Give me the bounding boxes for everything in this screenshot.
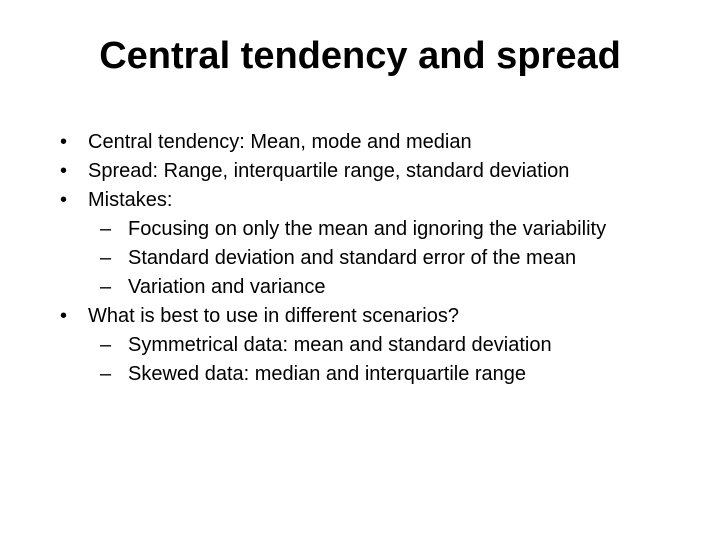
bullet-text: What is best to use in different scenari…: [88, 302, 670, 331]
bullet-dot-icon: •: [60, 302, 88, 331]
bullet-item: • What is best to use in different scena…: [50, 302, 670, 331]
bullet-dash-icon: –: [100, 215, 128, 244]
bullet-dot-icon: •: [60, 186, 88, 215]
sub-bullet-item: – Variation and variance: [50, 273, 670, 302]
bullet-text: Skewed data: median and interquartile ra…: [128, 360, 670, 389]
bullet-dash-icon: –: [100, 273, 128, 302]
sub-bullet-item: – Skewed data: median and interquartile …: [50, 360, 670, 389]
sub-bullet-item: – Symmetrical data: mean and standard de…: [50, 331, 670, 360]
bullet-dot-icon: •: [60, 128, 88, 157]
bullet-text: Standard deviation and standard error of…: [128, 244, 670, 273]
bullet-text: Symmetrical data: mean and standard devi…: [128, 331, 670, 360]
slide-content: • Central tendency: Mean, mode and media…: [50, 128, 670, 389]
bullet-item: • Spread: Range, interquartile range, st…: [50, 157, 670, 186]
sub-bullet-item: – Focusing on only the mean and ignoring…: [50, 215, 670, 244]
bullet-text: Mistakes:: [88, 186, 670, 215]
slide-title: Central tendency and spread: [50, 35, 670, 78]
bullet-text: Central tendency: Mean, mode and median: [88, 128, 670, 157]
bullet-dot-icon: •: [60, 157, 88, 186]
bullet-text: Focusing on only the mean and ignoring t…: [128, 215, 670, 244]
bullet-dash-icon: –: [100, 244, 128, 273]
bullet-text: Variation and variance: [128, 273, 670, 302]
bullet-item: • Central tendency: Mean, mode and media…: [50, 128, 670, 157]
bullet-dash-icon: –: [100, 331, 128, 360]
bullet-item: • Mistakes:: [50, 186, 670, 215]
sub-bullet-item: – Standard deviation and standard error …: [50, 244, 670, 273]
bullet-dash-icon: –: [100, 360, 128, 389]
bullet-text: Spread: Range, interquartile range, stan…: [88, 157, 670, 186]
